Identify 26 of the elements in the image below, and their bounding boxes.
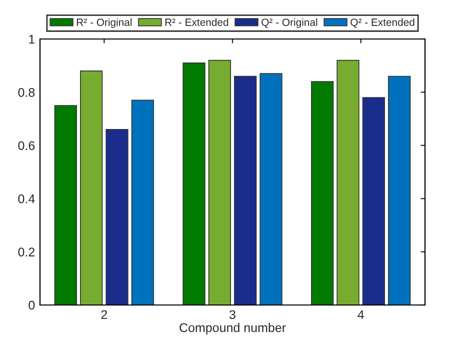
bar	[106, 129, 128, 305]
y-tick-label: 0.6	[18, 141, 35, 150]
y-tick-label: 0	[28, 300, 35, 310]
legend-label: R² - Extended	[165, 18, 228, 26]
bar	[234, 76, 257, 305]
x-tick-label: 3	[230, 310, 236, 320]
bar	[131, 100, 154, 305]
bar	[336, 60, 360, 305]
bar	[182, 62, 206, 305]
legend-label: Q² - Extended	[350, 18, 414, 28]
bar	[388, 76, 411, 305]
x-axis-title: Compound number	[180, 322, 286, 335]
legend-label: R² - Original	[76, 18, 132, 28]
y-tick-label: 1	[29, 34, 35, 44]
y-tick-label: 0.2	[18, 248, 35, 256]
bar	[362, 97, 385, 305]
bar	[260, 73, 282, 305]
bar	[80, 70, 103, 305]
x-tick-label: 4	[358, 310, 364, 319]
legend-label: Q² - Original	[262, 18, 318, 28]
bar	[54, 105, 77, 305]
x-tick-label: 2	[101, 310, 108, 319]
y-tick-label: 0.8	[18, 88, 35, 97]
y-tick-label: 0.4	[18, 194, 35, 204]
bar	[208, 60, 231, 305]
bar	[311, 81, 334, 305]
